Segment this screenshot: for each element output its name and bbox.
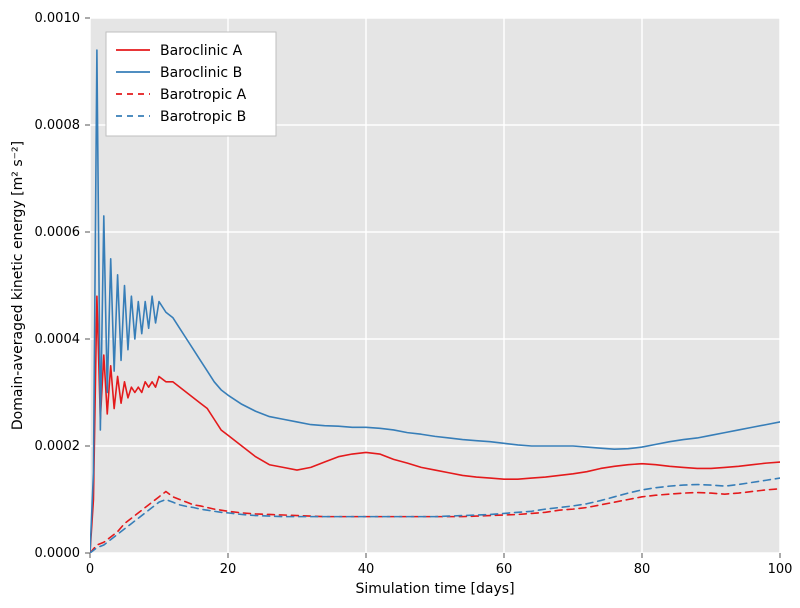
ytick-label: 0.0004	[35, 332, 81, 347]
chart-container: 0 20 40 60 80 100 0.0000 0.0002 0.0004 0.0006 0.00…	[0, 0, 800, 608]
xtick-label: 100	[768, 562, 793, 577]
ytick-label: 0.0010	[35, 11, 81, 26]
xtick-label: 80	[634, 562, 651, 577]
xtick-label: 20	[220, 562, 237, 577]
xtick-label: 40	[358, 562, 375, 577]
ytick-label: 0.0000	[35, 546, 81, 561]
x-axis-label: Simulation time [days]	[355, 581, 514, 597]
legend-label: Baroclinic A	[160, 43, 243, 59]
y-axis-label: Domain-averaged kinetic energy [m² s⁻²]	[10, 141, 26, 430]
kinetic-energy-chart: 0 20 40 60 80 100 0.0000 0.0002 0.0004 0.0006 0.00…	[0, 0, 800, 608]
ytick-label: 0.0008	[35, 118, 81, 133]
ytick-label: 0.0002	[35, 439, 81, 454]
legend-label: Barotropic B	[160, 109, 246, 125]
legend-label: Baroclinic B	[160, 65, 242, 81]
xtick-label: 0	[86, 562, 94, 577]
xtick-label: 60	[496, 562, 513, 577]
legend-label: Barotropic A	[160, 87, 247, 103]
ytick-label: 0.0006	[35, 225, 81, 240]
